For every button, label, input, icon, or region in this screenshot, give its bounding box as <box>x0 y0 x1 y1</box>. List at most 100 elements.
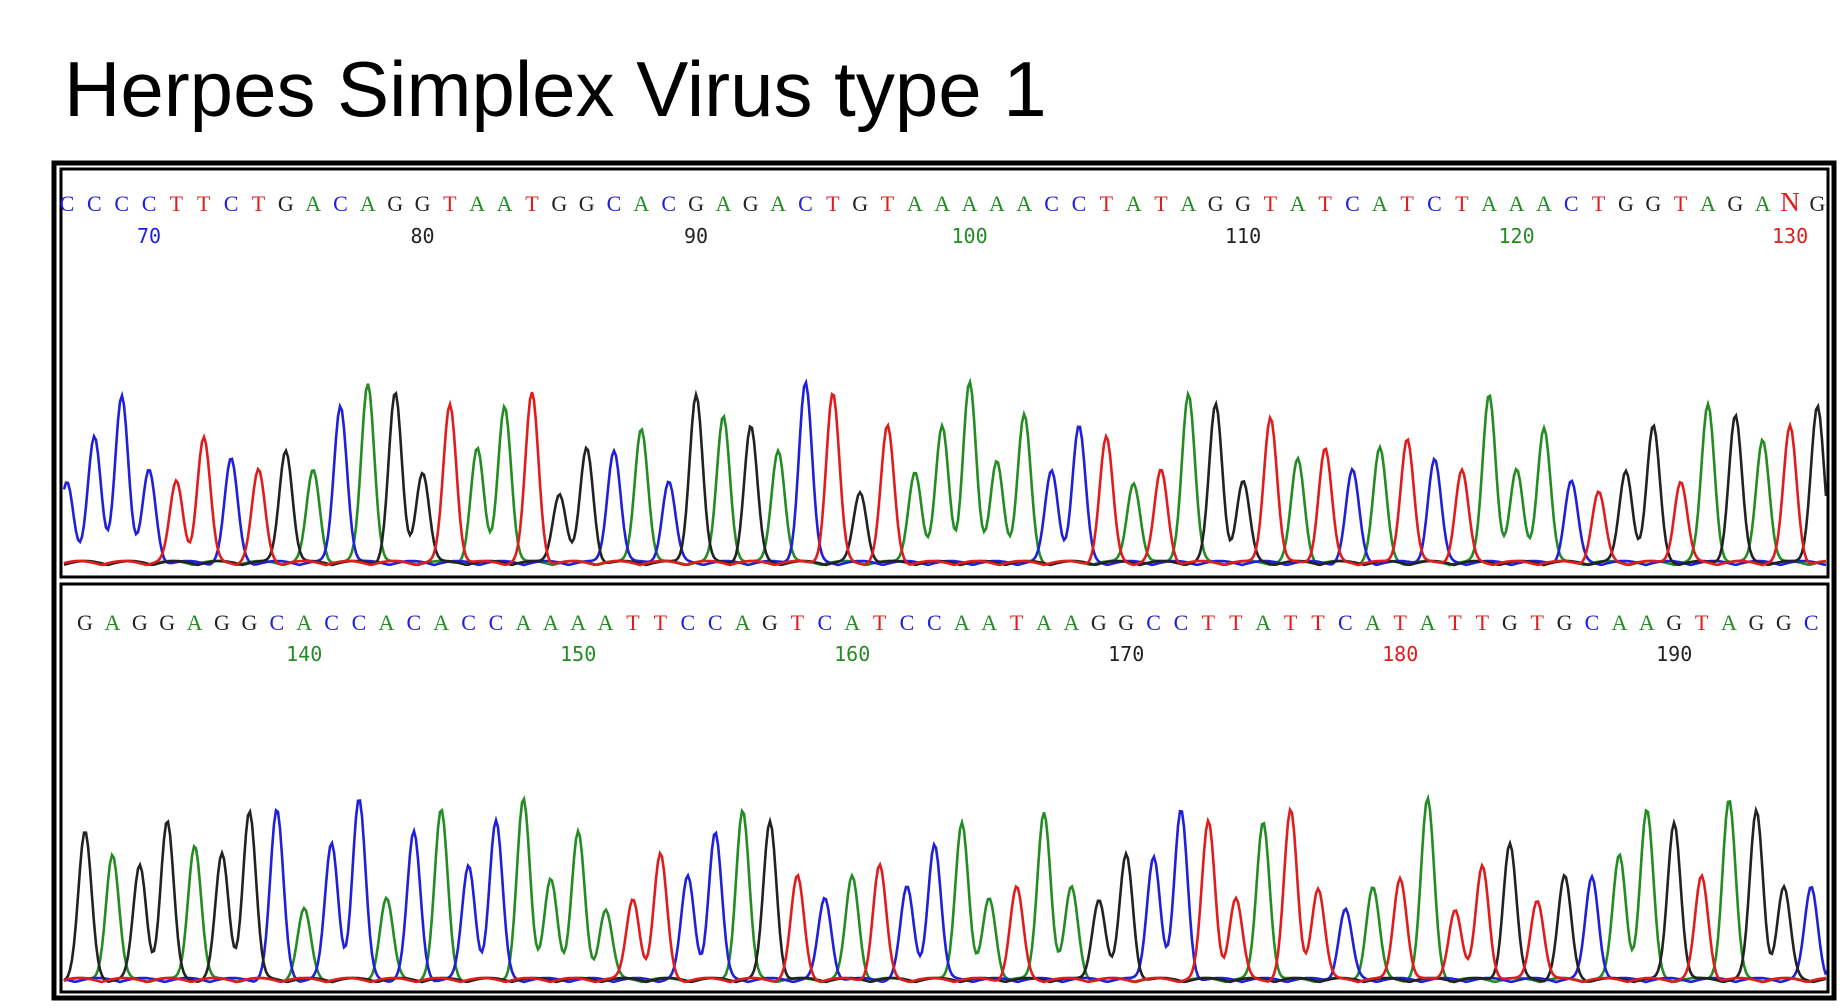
base-call: G <box>1618 191 1634 216</box>
base-call: A <box>1611 610 1627 635</box>
base-call: C <box>1072 191 1087 216</box>
base-call: A <box>907 191 923 216</box>
position-label: 90 <box>684 224 708 248</box>
base-call: A <box>1180 191 1196 216</box>
base-call: T <box>1100 191 1114 216</box>
trace <box>63 391 1827 567</box>
base-call: C <box>352 610 367 635</box>
base-call: A <box>934 191 950 216</box>
base-call: A <box>1481 191 1497 216</box>
base-call: C <box>406 610 421 635</box>
position-label: 80 <box>411 224 435 248</box>
base-call: T <box>197 191 211 216</box>
base-call: A <box>296 610 312 635</box>
base-call: A <box>598 610 614 635</box>
base-call: A <box>1255 610 1271 635</box>
base-call: T <box>1448 610 1462 635</box>
base-call: C <box>661 191 676 216</box>
base-call: T <box>443 191 457 216</box>
base-call: C <box>142 191 157 216</box>
base-call: G <box>1118 610 1134 635</box>
base-call: A <box>1509 191 1525 216</box>
base-call: A <box>633 191 649 216</box>
base-call: A <box>515 610 531 635</box>
base-call: T <box>1530 610 1544 635</box>
base-call: T <box>252 191 266 216</box>
base-call: G <box>159 610 175 635</box>
position-label: 130 <box>1772 224 1808 248</box>
base-call: G <box>1235 191 1251 216</box>
base-call: T <box>1311 610 1325 635</box>
base-call: G <box>387 191 403 216</box>
position-label: 190 <box>1656 642 1692 666</box>
base-call: C <box>224 191 239 216</box>
base-call: G <box>762 610 778 635</box>
trace <box>63 377 1827 567</box>
base-call: A <box>1721 610 1737 635</box>
trace <box>62 378 1827 567</box>
base-call: T <box>1154 191 1168 216</box>
base-call: G <box>852 191 868 216</box>
base-call: T <box>1264 191 1278 216</box>
base-call: G <box>415 191 431 216</box>
trace <box>63 806 1827 984</box>
base-call: T <box>873 610 887 635</box>
base-call: T <box>826 191 840 216</box>
base-call: C <box>87 191 102 216</box>
position-label: 140 <box>286 642 322 666</box>
base-call: C <box>607 191 622 216</box>
base-call: A <box>715 191 731 216</box>
position-label: 110 <box>1225 224 1261 248</box>
base-call: T <box>881 191 895 216</box>
base-call: A <box>1420 610 1436 635</box>
base-call: C <box>1345 191 1360 216</box>
base-call: T <box>654 610 668 635</box>
base-call: T <box>1476 610 1490 635</box>
base-call: C <box>1564 191 1579 216</box>
base-call: C <box>1585 610 1600 635</box>
base-call: A <box>433 610 449 635</box>
base-call: A <box>1290 191 1306 216</box>
base-call: A <box>1036 610 1052 635</box>
base-call: T <box>170 191 184 216</box>
base-call: C <box>333 191 348 216</box>
base-call: G <box>1557 610 1573 635</box>
base-call: T <box>1695 610 1709 635</box>
position-label: 70 <box>137 224 161 248</box>
base-call: A <box>735 610 751 635</box>
base-call: G <box>1666 610 1682 635</box>
base-call: A <box>187 610 203 635</box>
base-call: A <box>844 610 860 635</box>
base-call: A <box>770 191 786 216</box>
base-call: T <box>1284 610 1298 635</box>
base-call: G <box>132 610 148 635</box>
base-call: T <box>1674 191 1688 216</box>
base-call: A <box>570 610 586 635</box>
base-call: C <box>927 610 942 635</box>
base-call: C <box>489 610 504 635</box>
base-call: A <box>1755 191 1771 216</box>
position-label: 170 <box>1108 642 1144 666</box>
base-call: C <box>1044 191 1059 216</box>
base-call: G <box>1645 191 1661 216</box>
base-call: C <box>680 610 695 635</box>
base-call: C <box>269 610 284 635</box>
base-call: T <box>1400 191 1414 216</box>
position-label: 150 <box>560 642 596 666</box>
base-call: G <box>551 191 567 216</box>
base-call: A <box>962 191 978 216</box>
base-call: G <box>1748 610 1764 635</box>
base-call: G <box>1776 610 1792 635</box>
base-call: G <box>214 610 230 635</box>
base-call: A <box>360 191 376 216</box>
base-call: T <box>1229 610 1243 635</box>
base-call: A <box>954 610 970 635</box>
base-call: A <box>1700 191 1716 216</box>
base-call: C <box>60 191 75 216</box>
panel-frame <box>59 167 1830 579</box>
base-call: C <box>114 191 129 216</box>
base-call: T <box>626 610 640 635</box>
base-call: C <box>1804 610 1819 635</box>
base-call: T <box>1010 610 1024 635</box>
base-call: A <box>1365 610 1381 635</box>
